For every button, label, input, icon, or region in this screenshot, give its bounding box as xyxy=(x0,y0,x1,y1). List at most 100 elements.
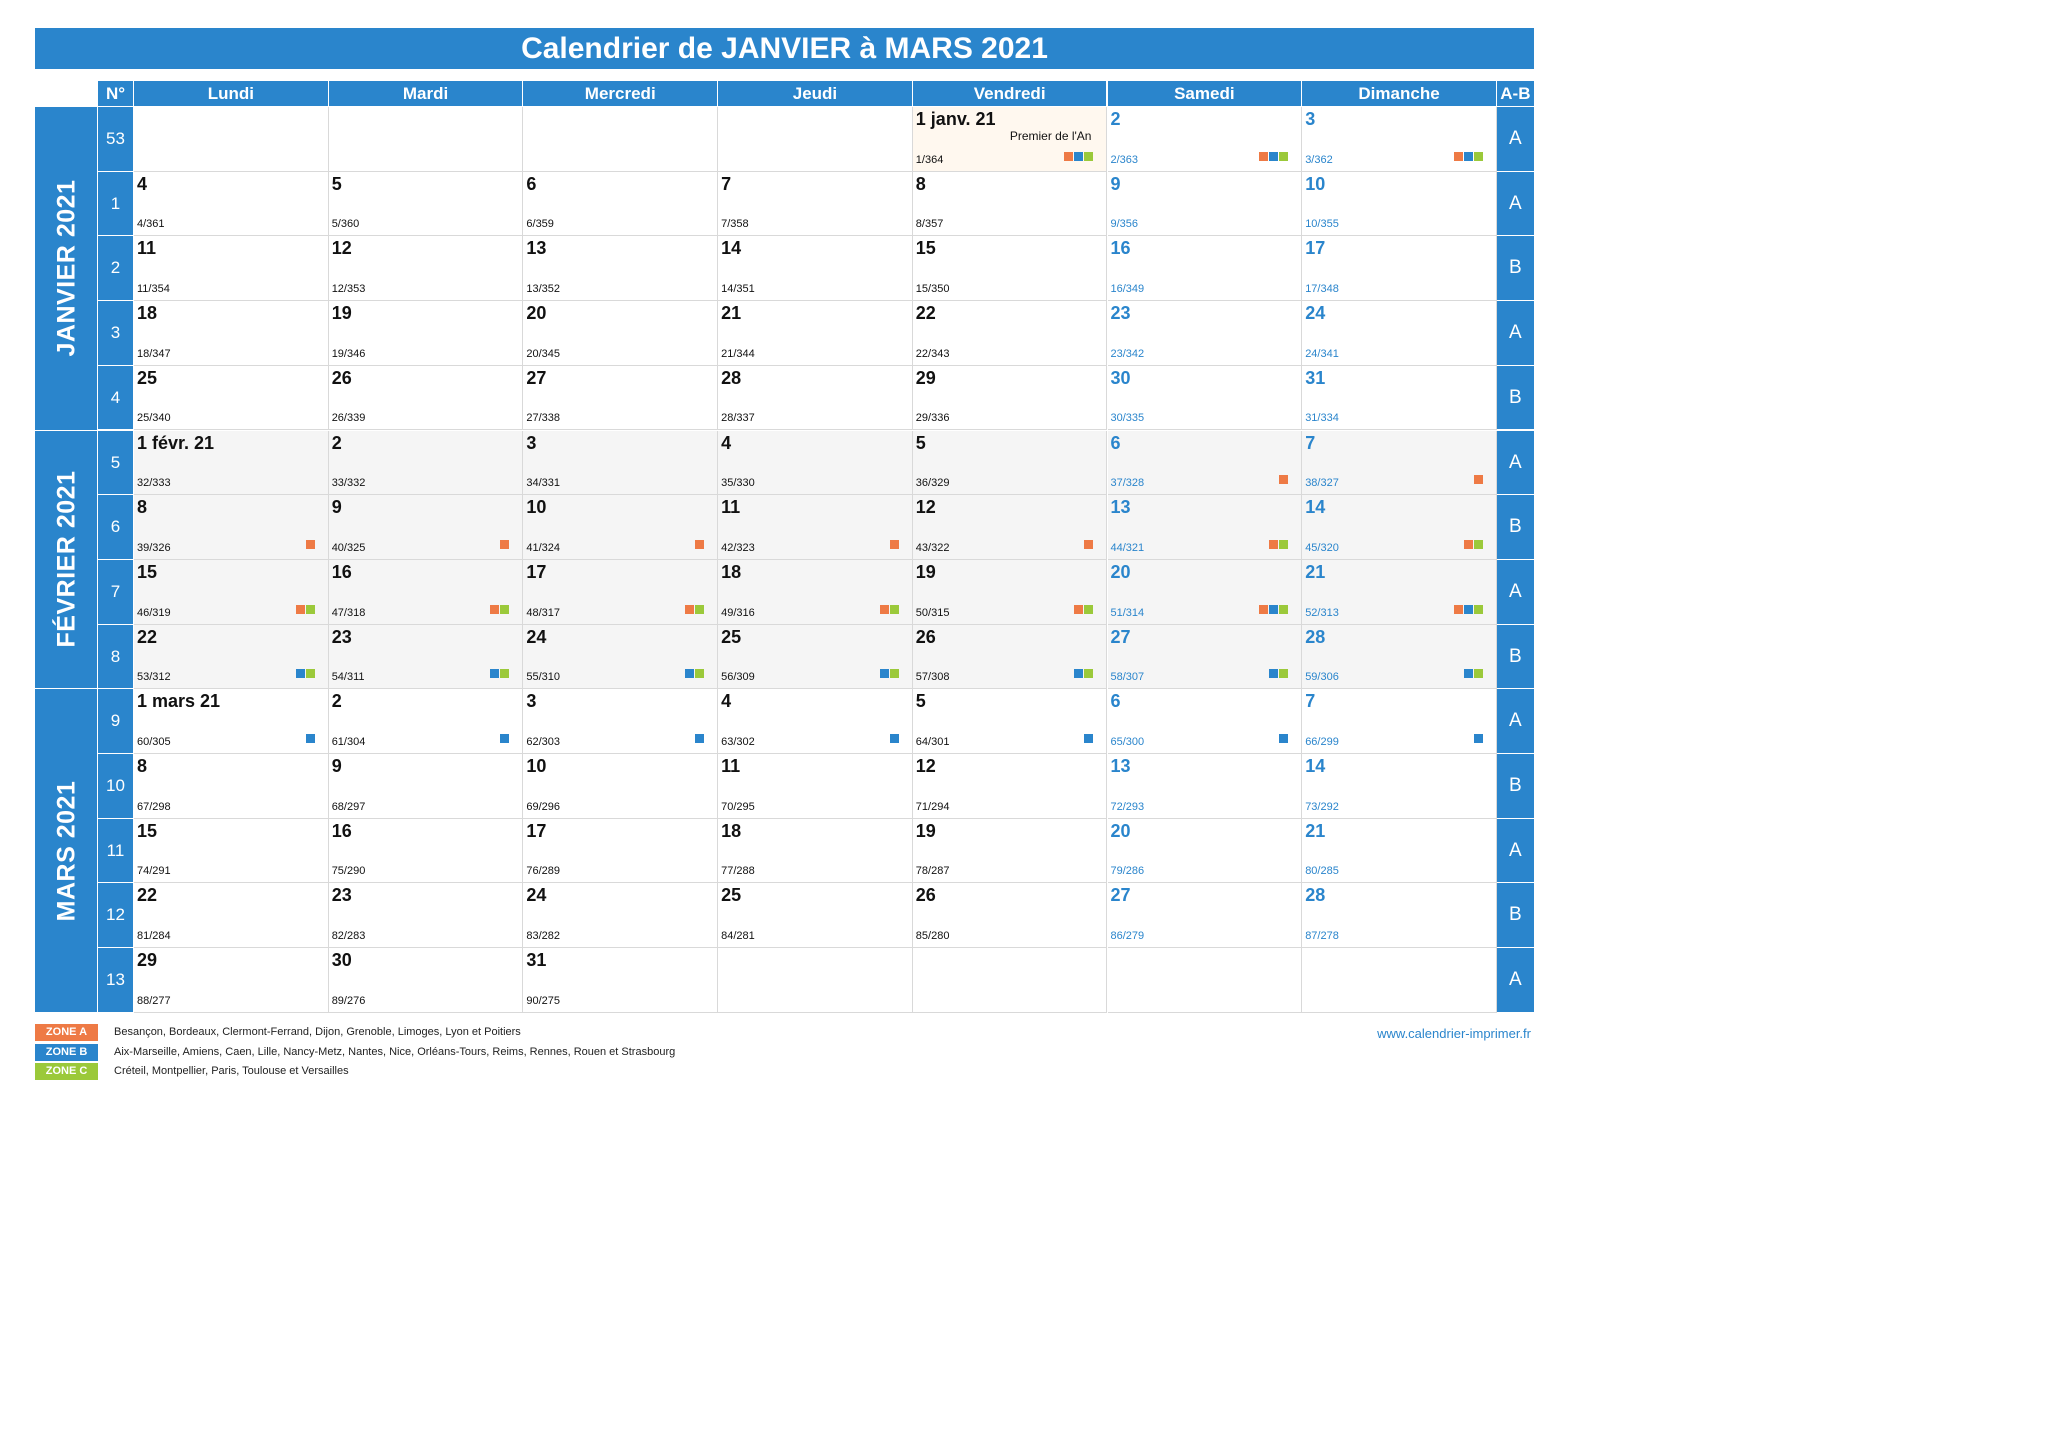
day-cell[interactable]: 25 84/281 xyxy=(718,883,913,949)
day-cell[interactable]: 15 46/319 xyxy=(134,559,329,625)
day-number: 6 xyxy=(526,173,537,194)
day-cell[interactable]: 4 4/361 xyxy=(134,171,329,237)
day-cell[interactable]: 5 36/329 xyxy=(912,430,1108,496)
day-cell[interactable]: 21 80/285 xyxy=(1302,818,1497,884)
day-cell[interactable]: 24 24/341 xyxy=(1302,301,1497,366)
day-cell[interactable]: 6 6/359 xyxy=(523,171,719,237)
day-cell[interactable]: 20 79/286 xyxy=(1107,818,1303,884)
day-cell[interactable]: 7 38/327 xyxy=(1302,430,1497,496)
school-holiday-zones xyxy=(1279,733,1289,743)
day-cell[interactable]: 10 69/296 xyxy=(523,754,719,819)
day-cell[interactable]: 26 26/339 xyxy=(328,365,524,431)
day-cell[interactable]: 5 5/360 xyxy=(328,171,524,237)
day-cell[interactable]: 14 14/351 xyxy=(718,236,913,302)
day-cell[interactable]: 26 85/280 xyxy=(912,883,1108,949)
day-cell[interactable]: 9 9/356 xyxy=(1107,171,1303,237)
day-cell[interactable]: 3 62/303 xyxy=(523,689,719,754)
day-cell[interactable]: 11 11/354 xyxy=(134,236,329,302)
day-cell[interactable]: 30 30/335 xyxy=(1107,365,1303,431)
day-cell[interactable]: 5 64/301 xyxy=(912,689,1108,754)
day-cell[interactable]: 19 78/287 xyxy=(912,818,1108,884)
day-cell[interactable]: 23 82/283 xyxy=(328,883,524,949)
day-number: 18 xyxy=(137,303,158,324)
day-cell[interactable]: 8 8/357 xyxy=(912,171,1108,237)
day-cell[interactable]: 18 77/288 xyxy=(718,818,913,884)
day-cell[interactable]: 2 2/363 xyxy=(1107,107,1303,172)
week-number: 4 xyxy=(98,365,133,430)
day-cell[interactable]: 20 51/314 xyxy=(1107,559,1303,625)
school-holiday-zones xyxy=(1463,539,1483,549)
day-cell[interactable]: 17 76/289 xyxy=(523,818,719,884)
day-cell[interactable]: 28 28/337 xyxy=(718,365,913,431)
day-cell[interactable]: 12 12/353 xyxy=(328,236,524,302)
day-cell[interactable]: 19 19/346 xyxy=(328,301,524,366)
day-cell[interactable]: 27 58/307 xyxy=(1107,624,1303,690)
day-cell[interactable]: 2 61/304 xyxy=(328,689,524,754)
day-cell[interactable]: 22 53/312 xyxy=(134,624,329,690)
week-ab-label: B xyxy=(1496,754,1534,818)
day-cell[interactable]: 18 18/347 xyxy=(134,301,329,366)
day-cell[interactable]: 23 23/342 xyxy=(1107,301,1303,366)
day-cell[interactable]: 23 54/311 xyxy=(328,624,524,690)
day-cell[interactable]: 27 27/338 xyxy=(523,365,719,431)
day-cell[interactable]: 6 65/300 xyxy=(1107,689,1303,754)
day-cell[interactable]: 4 63/302 xyxy=(718,689,913,754)
day-cell[interactable]: 8 67/298 xyxy=(134,754,329,819)
day-cell[interactable]: 2 33/332 xyxy=(328,430,524,496)
day-cell[interactable]: 15 74/291 xyxy=(134,818,329,884)
day-cell[interactable]: 9 40/325 xyxy=(328,495,524,560)
day-cell[interactable]: 25 56/309 xyxy=(718,624,913,690)
day-cell[interactable]: 24 55/310 xyxy=(523,624,719,690)
day-cell[interactable]: 3 34/331 xyxy=(523,430,719,496)
day-cell[interactable]: 25 25/340 xyxy=(134,365,329,431)
week-ab-label: A xyxy=(1496,107,1534,171)
day-cell[interactable]: 16 75/290 xyxy=(328,818,524,884)
day-cell[interactable]: 13 72/293 xyxy=(1107,754,1303,819)
day-cell[interactable]: 22 81/284 xyxy=(134,883,329,949)
day-cell[interactable]: 10 10/355 xyxy=(1302,171,1497,237)
day-cell[interactable]: 14 45/320 xyxy=(1302,495,1497,560)
day-cell[interactable]: 20 20/345 xyxy=(523,301,719,366)
day-cell[interactable]: 12 71/294 xyxy=(912,754,1108,819)
day-cell[interactable]: 26 57/308 xyxy=(912,624,1108,690)
day-cell[interactable]: 21 21/344 xyxy=(718,301,913,366)
day-cell[interactable]: 1 févr. 21 32/333 xyxy=(134,430,329,496)
day-cell[interactable]: 31 90/275 xyxy=(523,948,719,1013)
day-of-year: 31/334 xyxy=(1305,412,1339,425)
day-number: 19 xyxy=(331,303,352,324)
day-cell[interactable]: 11 42/323 xyxy=(718,495,913,560)
day-cell[interactable]: 12 43/322 xyxy=(912,495,1108,560)
day-cell[interactable]: 1 janv. 21 1/364 Premier de l'An xyxy=(912,107,1108,172)
day-cell[interactable]: 31 31/334 xyxy=(1302,365,1497,431)
day-cell[interactable]: 17 48/317 xyxy=(523,559,719,625)
day-cell[interactable]: 9 68/297 xyxy=(328,754,524,819)
day-cell[interactable]: 19 50/315 xyxy=(912,559,1108,625)
day-cell[interactable]: 13 13/352 xyxy=(523,236,719,302)
day-cell[interactable]: 8 39/326 xyxy=(134,495,329,560)
day-cell[interactable]: 24 83/282 xyxy=(523,883,719,949)
website-link[interactable]: www.calendrier-imprimer.fr xyxy=(1377,1026,1531,1041)
day-cell[interactable]: 29 29/336 xyxy=(912,365,1108,431)
day-cell[interactable]: 1 mars 21 60/305 xyxy=(134,689,329,754)
day-cell[interactable]: 27 86/279 xyxy=(1107,883,1303,949)
day-cell[interactable]: 14 73/292 xyxy=(1302,754,1497,819)
day-cell[interactable]: 18 49/316 xyxy=(718,559,913,625)
day-cell[interactable]: 30 89/276 xyxy=(328,948,524,1013)
day-cell[interactable]: 16 16/349 xyxy=(1107,236,1303,302)
day-cell[interactable]: 3 3/362 xyxy=(1302,107,1497,172)
day-cell[interactable]: 10 41/324 xyxy=(523,495,719,560)
day-cell[interactable]: 15 15/350 xyxy=(912,236,1108,302)
day-cell[interactable]: 28 59/306 xyxy=(1302,624,1497,690)
day-cell[interactable]: 11 70/295 xyxy=(718,754,913,819)
day-cell[interactable]: 29 88/277 xyxy=(134,948,329,1013)
day-cell[interactable]: 13 44/321 xyxy=(1107,495,1303,560)
day-cell[interactable]: 6 37/328 xyxy=(1107,430,1303,496)
day-cell[interactable]: 4 35/330 xyxy=(718,430,913,496)
day-cell[interactable]: 21 52/313 xyxy=(1302,559,1497,625)
day-cell[interactable]: 7 7/358 xyxy=(718,171,913,237)
day-cell[interactable]: 17 17/348 xyxy=(1302,236,1497,302)
day-cell[interactable]: 22 22/343 xyxy=(912,301,1108,366)
day-cell[interactable]: 16 47/318 xyxy=(328,559,524,625)
day-cell[interactable]: 28 87/278 xyxy=(1302,883,1497,949)
day-cell[interactable]: 7 66/299 xyxy=(1302,689,1497,754)
